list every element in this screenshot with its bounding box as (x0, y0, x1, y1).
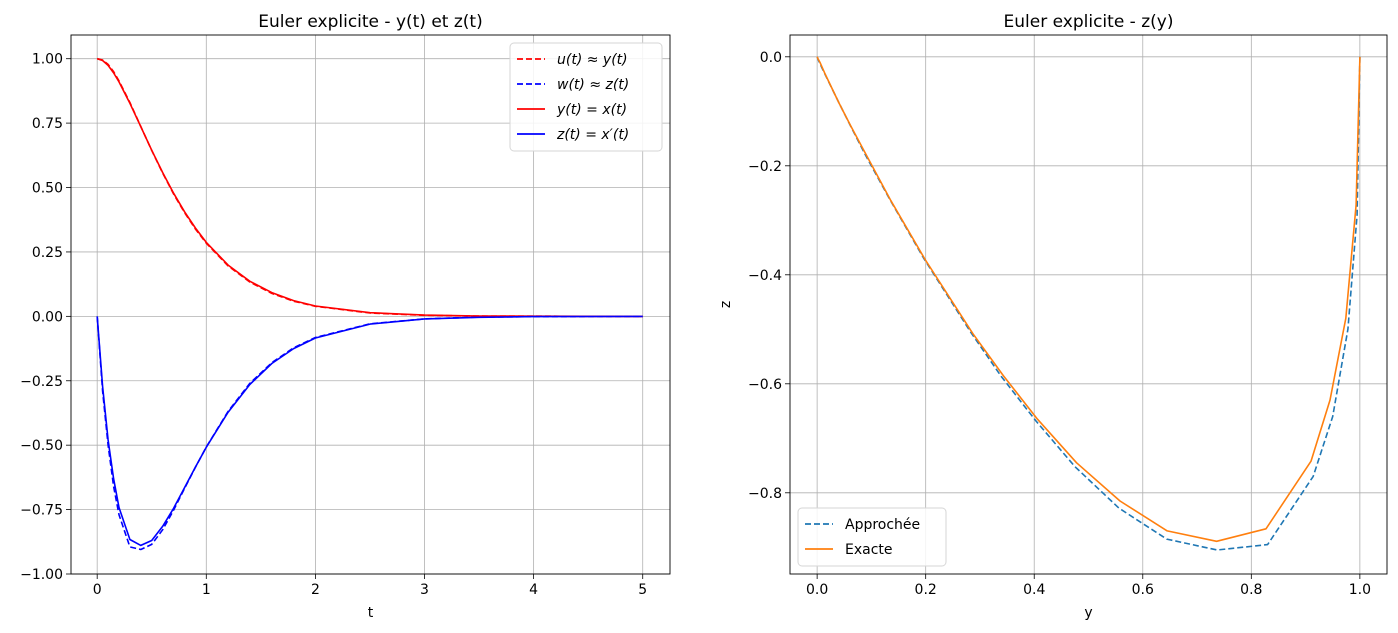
y-tick-label: −0.6 (748, 377, 782, 393)
x-tick-label: 0.2 (915, 582, 937, 598)
x-tick-label: 5 (638, 582, 647, 598)
y-tick-label: −0.50 (20, 438, 63, 454)
legend-label-3: z(t) = x′(t) (556, 127, 629, 143)
x-tick-label: 4 (529, 582, 538, 598)
y-tick-label: −0.75 (20, 503, 63, 519)
series-layer (816, 56, 1361, 551)
legend: Approchée Exacte (797, 507, 947, 567)
legend-box (797, 507, 947, 567)
legend-label-0: Approchée (845, 517, 920, 533)
y-tick-label: −0.8 (748, 486, 782, 502)
y-tick-label: 1.00 (32, 52, 63, 68)
x-tick-label: 0.6 (1132, 582, 1154, 598)
axes-frame (789, 34, 1388, 575)
x-tick-label: 3 (420, 582, 429, 598)
x-axis-label: y (1084, 605, 1092, 621)
y-tick-label: 0.75 (32, 116, 63, 132)
chart-title: Euler explicite - z(y) (1004, 12, 1174, 32)
legend-label-1: Exacte (845, 542, 893, 558)
chart-title: Euler explicite - y(t) et z(t) (258, 12, 482, 32)
y-tick-label: −0.2 (748, 159, 782, 175)
right-plot: 0.0 0.2 0.4 0.6 0.8 1.0 0.0 −0.2 −0.4 −0.6 −0.8 Eul… (718, 12, 1388, 621)
y-tick-label: 0.00 (32, 309, 63, 325)
x-tick-label: 1 (202, 582, 211, 598)
legend: u(t) ≈ y(t) w(t) ≈ z(t) y(t) = x(t) z(t) = … (509, 42, 663, 152)
y-tick-label: 0.0 (760, 50, 782, 66)
left-plot: 0 1 2 3 4 5 1.00 0.75 0.50 0.25 0.00 −0.25 −0.50 −0.7… (20, 12, 671, 621)
x-tick-label: 2 (311, 582, 320, 598)
series-line-1 (816, 56, 1361, 543)
legend-label-1: w(t) ≈ z(t) (557, 77, 629, 93)
x-tick-label: 1.0 (1349, 582, 1371, 598)
y-tick-label: −0.25 (20, 374, 63, 390)
x-tick-label: 0.0 (806, 582, 828, 598)
series-line-2 (96, 57, 643, 318)
x-axis-label: t (368, 605, 374, 621)
legend-label-0: u(t) ≈ y(t) (557, 52, 628, 68)
series-line-3 (96, 315, 643, 547)
x-tick-label: 0.4 (1023, 582, 1045, 598)
y-tick-label: −0.4 (748, 268, 782, 284)
y-axis-label: z (718, 301, 734, 308)
y-tick-label: −1.00 (20, 567, 63, 583)
y-tick-label: 0.50 (32, 181, 63, 197)
axes-frame (70, 34, 671, 575)
x-tick-label: 0.8 (1240, 582, 1262, 598)
series-line-1 (96, 315, 643, 551)
x-tick-label: 0 (93, 582, 102, 598)
legend-box (509, 42, 663, 152)
series-layer (96, 57, 643, 551)
series-line-0 (816, 56, 1361, 551)
y-tick-label: 0.25 (32, 245, 63, 261)
legend-label-2: y(t) = x(t) (556, 102, 627, 118)
